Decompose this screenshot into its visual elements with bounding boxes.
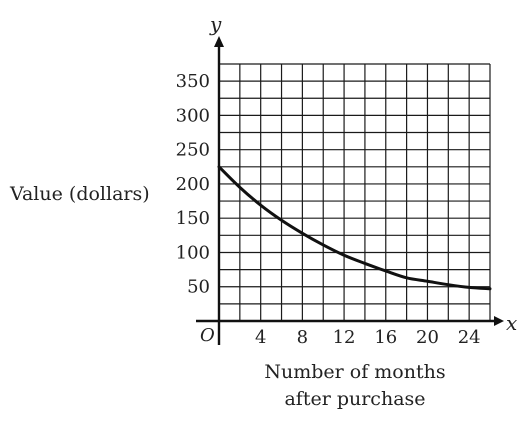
origin-label: O [200,325,215,346]
y-tick-label: 200 [176,174,210,195]
y-axis-arrow [214,36,224,47]
y-axis-title: Value (dollars) [9,183,150,205]
y-tick-label: 50 [187,277,210,298]
x-tick-label: 4 [255,327,266,348]
x-axis-title-line-2: after purchase [284,388,425,410]
series-layer [217,165,492,291]
x-tick-label: 20 [416,327,439,348]
x-axis-arrow [494,316,504,326]
x-axis-name: x [506,311,517,335]
y-axis-name: y [209,12,222,36]
x-axis-title-line-1: Number of months [264,361,445,383]
series-line [217,165,492,291]
tick-labels: 4 8 12 16 20 24 50 100 150 200 250 300 350 [176,71,481,348]
y-tick-label: 300 [176,105,210,126]
chart-grid [219,63,491,321]
y-tick-label: 350 [176,71,210,92]
y-tick-label: 100 [176,242,210,263]
y-tick-label: 150 [176,208,210,229]
y-tick-label: 250 [176,140,210,161]
x-tick-label: 12 [333,327,356,348]
x-tick-label: 8 [297,327,308,348]
chart-axes [196,36,504,345]
x-tick-label: 16 [374,327,397,348]
x-tick-label: 24 [458,327,481,348]
